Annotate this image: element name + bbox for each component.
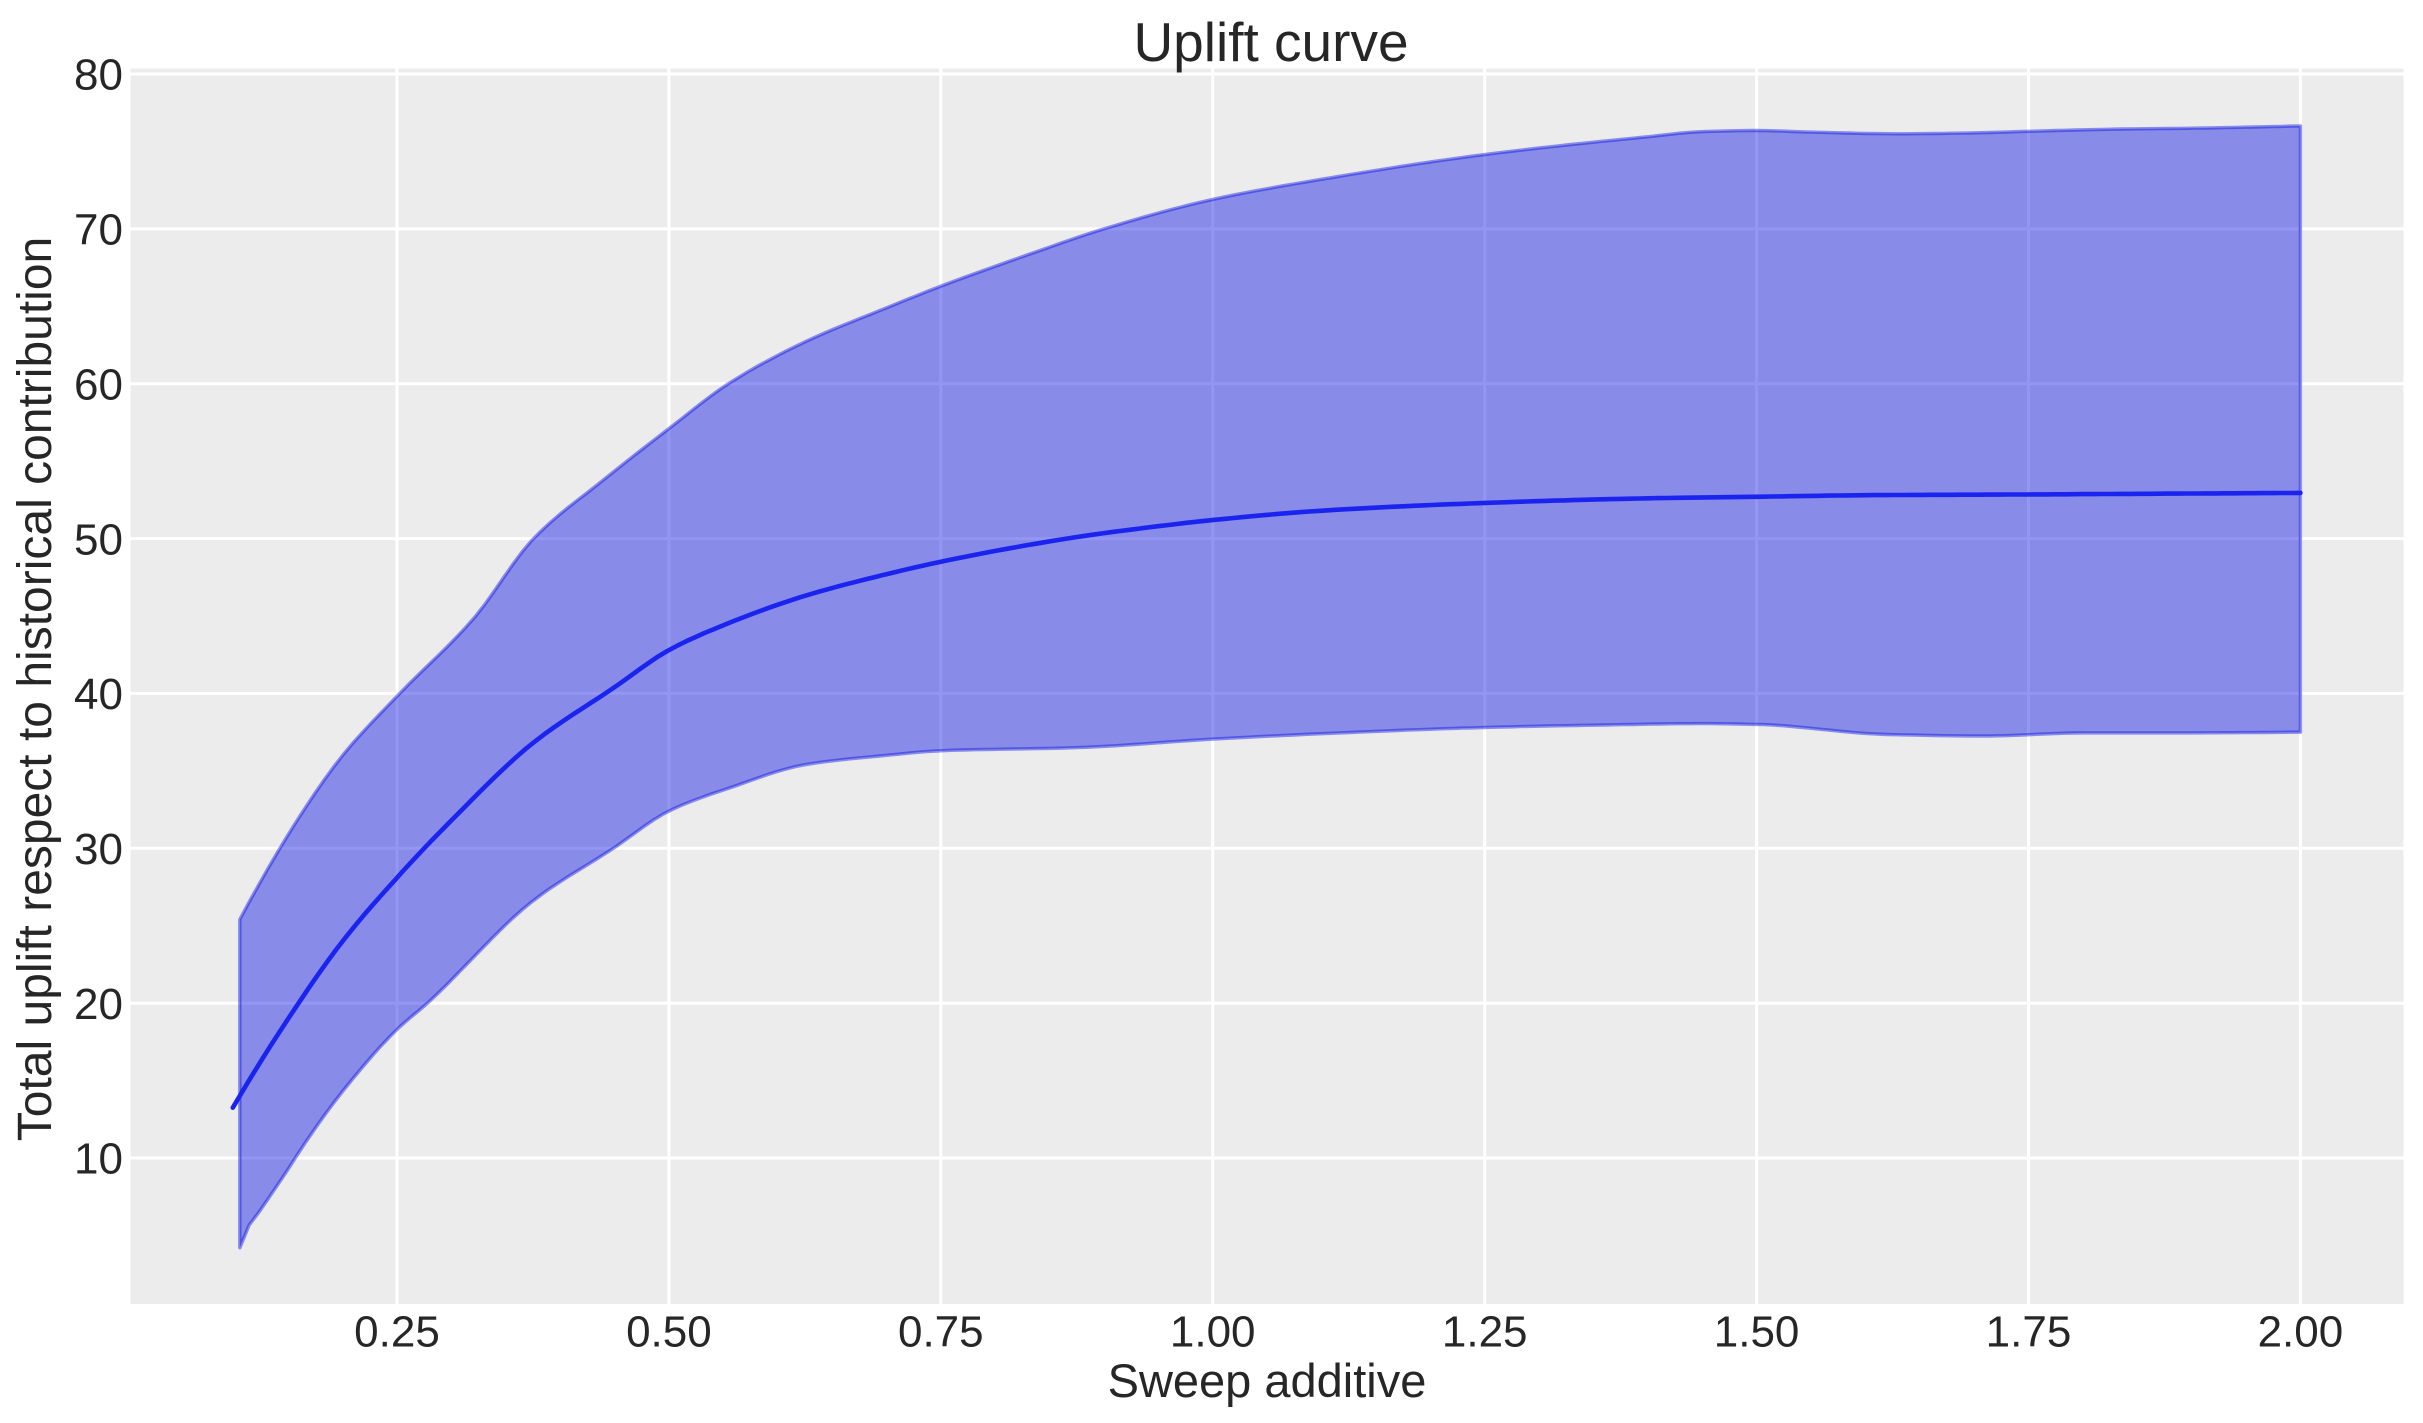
svg-text:0.25: 0.25	[354, 1308, 440, 1357]
svg-text:80: 80	[74, 51, 123, 100]
svg-text:1.00: 1.00	[1170, 1308, 1256, 1357]
svg-text:20: 20	[74, 980, 123, 1029]
svg-text:2.00: 2.00	[2258, 1308, 2344, 1357]
svg-text:60: 60	[74, 360, 123, 409]
svg-text:10: 10	[74, 1135, 123, 1184]
svg-text:Sweep additive: Sweep additive	[1108, 1354, 1427, 1407]
svg-text:70: 70	[74, 206, 123, 255]
svg-text:50: 50	[74, 515, 123, 564]
svg-text:40: 40	[74, 670, 123, 719]
svg-text:1.50: 1.50	[1714, 1308, 1800, 1357]
svg-text:0.50: 0.50	[626, 1308, 712, 1357]
svg-text:Uplift curve: Uplift curve	[1133, 11, 1408, 73]
svg-text:1.25: 1.25	[1442, 1308, 1528, 1357]
svg-text:30: 30	[74, 825, 123, 874]
svg-text:Total uplift respect to histor: Total uplift respect to historical contr…	[9, 237, 62, 1141]
svg-text:1.75: 1.75	[1986, 1308, 2072, 1357]
svg-text:0.75: 0.75	[898, 1308, 984, 1357]
